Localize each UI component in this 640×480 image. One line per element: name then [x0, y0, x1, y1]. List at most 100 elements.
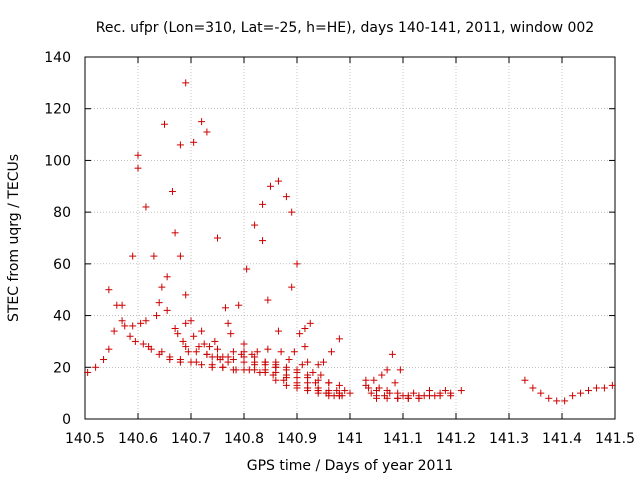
data-point — [105, 286, 113, 294]
data-point — [134, 164, 142, 172]
data-point — [304, 358, 312, 366]
y-tick-label: 0 — [62, 412, 71, 428]
data-point — [426, 392, 433, 400]
data-point — [301, 325, 309, 332]
data-point — [293, 381, 301, 389]
y-tick-label: 60 — [53, 257, 71, 273]
data-point — [391, 379, 399, 387]
data-point — [282, 193, 290, 201]
data-point — [206, 343, 214, 351]
data-point — [198, 327, 206, 335]
data-point — [126, 332, 134, 340]
data-point — [335, 335, 343, 343]
data-point — [145, 343, 153, 351]
data-point — [251, 221, 259, 229]
data-point — [457, 387, 465, 395]
y-tick-label: 20 — [53, 360, 71, 376]
data-point — [259, 200, 267, 208]
data-point — [187, 358, 195, 366]
data-point — [288, 283, 296, 291]
data-point — [272, 363, 280, 371]
data-point — [208, 363, 216, 371]
data-point — [227, 330, 235, 338]
data-point — [190, 332, 198, 340]
data-point — [325, 379, 333, 387]
data-point — [110, 327, 118, 335]
data-point — [521, 376, 529, 384]
data-point — [592, 384, 600, 392]
data-point — [264, 296, 272, 304]
data-point — [235, 301, 243, 309]
x-tick-label: 141.4 — [542, 431, 582, 447]
data-point — [362, 381, 370, 389]
data-point — [121, 322, 129, 330]
data-point — [118, 317, 126, 325]
x-tick-label: 140.6 — [118, 431, 158, 447]
data-point — [378, 371, 386, 379]
x-tick-label: 140.7 — [171, 431, 211, 447]
data-point — [224, 353, 232, 361]
data-point — [304, 384, 312, 392]
data-point — [161, 120, 168, 128]
axis-ticks — [84, 56, 616, 420]
data-point — [383, 366, 391, 374]
data-point — [410, 389, 418, 397]
data-point — [182, 79, 190, 87]
data-point — [394, 394, 402, 402]
data-point — [171, 325, 179, 332]
data-point — [129, 322, 137, 330]
data-point — [285, 356, 293, 364]
data-point — [264, 345, 272, 353]
data-point — [436, 392, 444, 400]
data-point — [447, 392, 455, 400]
data-point — [317, 371, 325, 379]
data-point — [214, 234, 221, 242]
data-point — [129, 252, 137, 260]
chart-title: Rec. ufpr (Lon=310, Lat=-25, h=HE), days… — [96, 20, 594, 36]
data-point — [373, 392, 380, 400]
data-point — [92, 363, 100, 371]
data-point — [296, 330, 304, 338]
data-point — [608, 381, 616, 389]
y-tick-label: 80 — [53, 205, 71, 221]
data-point — [314, 361, 322, 369]
data-point — [240, 353, 248, 361]
x-tick-labels: 140.5 140.6 140.7 140.8 140.9 141 141.1 141.2 14… — [65, 431, 635, 447]
data-point — [158, 283, 166, 291]
grid-lines — [85, 57, 615, 419]
data-point — [290, 348, 298, 356]
data-point — [383, 387, 391, 395]
data-point — [192, 348, 200, 356]
data-point — [134, 151, 142, 159]
data-point — [272, 376, 280, 384]
data-point — [171, 229, 179, 237]
data-point — [327, 348, 335, 356]
data-point — [282, 363, 290, 371]
data-point — [301, 343, 309, 351]
data-point — [240, 340, 248, 348]
data-point — [137, 319, 145, 327]
data-point — [105, 345, 113, 353]
data-point — [259, 237, 267, 245]
data-point — [240, 366, 248, 374]
data-point — [224, 319, 232, 327]
y-tick-label: 100 — [44, 153, 71, 169]
data-point — [251, 358, 259, 366]
data-point — [142, 203, 150, 211]
data-point — [118, 301, 126, 309]
data-point — [561, 397, 569, 405]
data-point — [176, 252, 184, 260]
data-point — [211, 337, 219, 345]
data-point — [190, 138, 198, 146]
y-axis-label: STEC from uqrg / TECUs — [6, 154, 22, 322]
x-tick-label: 141.2 — [436, 431, 476, 447]
data-point — [176, 358, 184, 366]
data-point — [325, 389, 333, 397]
data-point — [569, 392, 577, 400]
data-point — [198, 118, 206, 126]
data-point — [282, 381, 290, 389]
data-point — [253, 348, 261, 356]
data-point — [155, 350, 163, 358]
data-point — [198, 361, 206, 369]
y-tick-label: 140 — [44, 50, 71, 66]
